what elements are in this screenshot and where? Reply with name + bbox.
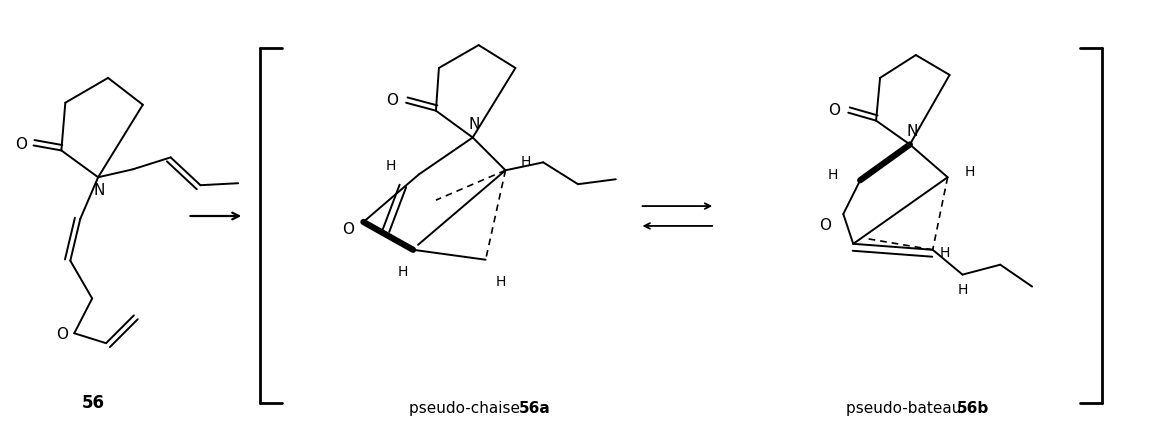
Text: H: H xyxy=(958,283,968,296)
Text: H: H xyxy=(496,275,506,289)
Text: H: H xyxy=(827,168,837,182)
Text: H: H xyxy=(398,265,409,279)
Text: pseudo-chaise: pseudo-chaise xyxy=(409,401,525,416)
Text: N: N xyxy=(469,117,481,132)
Text: pseudo-bateau: pseudo-bateau xyxy=(846,401,966,416)
Text: O: O xyxy=(57,327,68,342)
Text: O: O xyxy=(820,219,831,233)
Text: O: O xyxy=(15,137,28,152)
Text: N: N xyxy=(907,124,917,139)
Text: H: H xyxy=(965,165,975,179)
Text: N: N xyxy=(93,183,104,198)
Text: O: O xyxy=(387,93,398,108)
Text: O: O xyxy=(828,103,841,118)
Text: H: H xyxy=(939,246,950,260)
Text: O: O xyxy=(342,222,354,238)
Text: 56: 56 xyxy=(81,394,104,412)
Text: H: H xyxy=(520,156,531,169)
Text: 56a: 56a xyxy=(519,401,551,416)
Text: 56b: 56b xyxy=(957,401,989,416)
Text: H: H xyxy=(387,159,396,173)
